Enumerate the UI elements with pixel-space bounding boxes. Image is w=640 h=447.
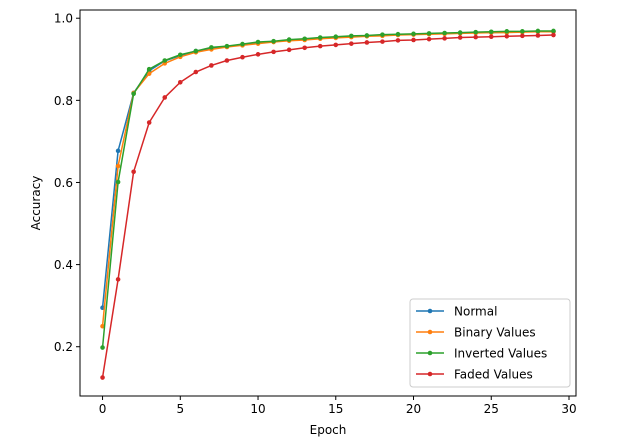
data-point [457,35,463,40]
data-point [131,91,136,97]
data-point [115,179,121,185]
data-point [535,33,541,38]
data-point [349,33,354,39]
data-point [224,58,230,63]
data-point [317,35,323,40]
data-point [271,38,276,44]
data-point [302,45,307,51]
data-point [240,54,245,60]
x-tick-label: 30 [561,402,576,416]
legend-swatch-marker [427,329,433,335]
data-point [146,66,152,72]
x-tick-label: 20 [406,402,421,416]
data-point [504,29,510,34]
legend-box [409,298,571,388]
y-tick-label: 0.8 [54,94,73,108]
data-point [193,69,199,75]
data-point [380,39,385,44]
data-point [100,375,105,380]
data-point [473,34,479,40]
data-point [411,31,416,37]
legend-entry-label: Normal [454,305,497,319]
series-line-3 [101,30,554,348]
data-point [364,33,370,38]
data-point [146,120,152,125]
y-tick-label: 1.0 [54,12,73,26]
legend: Normal Binary Values Inverted Values Faded … [409,298,571,388]
x-tick-label: 25 [484,402,499,416]
data-point [162,58,168,63]
data-point [395,38,401,43]
data-point [551,28,556,34]
data-point [115,163,121,169]
data-point [426,36,432,42]
legend-swatch-marker [427,371,433,377]
data-point [177,79,183,85]
data-point [395,31,401,37]
y-axis: 0.2 0.4 0.6 0.8 1.0 [54,12,80,354]
data-point [520,33,525,39]
data-point [115,277,121,282]
data-point [333,42,339,48]
y-tick-label: 0.6 [54,176,73,190]
data-point [504,33,510,39]
data-point [100,345,105,350]
data-point [255,52,261,57]
x-tick-label: 5 [176,402,184,416]
data-point [209,63,214,68]
data-point [193,48,199,54]
legend-entry-label: Faded Values [454,368,533,382]
series-line-4 [101,34,554,378]
data-point [224,43,230,49]
legend-swatch-marker [427,308,433,314]
data-point [473,29,479,35]
x-tick-label: 0 [99,402,107,416]
series-layer [100,28,556,380]
data-point [364,40,370,45]
data-point [115,148,121,154]
data-point [162,95,168,100]
y-tick-label: 0.2 [54,340,73,354]
y-tick-label: 0.4 [54,258,73,272]
data-point [442,30,447,36]
data-point [488,34,494,39]
data-point [271,49,276,55]
y-axis-label: Accuracy [29,176,43,231]
data-point [380,32,385,37]
data-point [240,41,245,47]
data-point [442,36,447,41]
x-axis: 0 5 10 15 20 25 30 [99,396,577,416]
data-point [488,29,494,35]
data-point [520,29,525,34]
data-point [146,71,152,76]
legend-swatch-marker [427,350,433,356]
data-point [333,34,339,39]
data-point [177,52,183,58]
x-axis-label: Epoch [310,423,347,437]
plot-frame [79,9,577,397]
legend-entry-label: Inverted Values [454,347,547,361]
data-point [457,30,463,35]
data-point [535,28,541,34]
data-point [302,36,307,42]
data-point [317,43,323,49]
data-point [426,31,432,36]
data-point [411,37,416,43]
x-tick-label: 15 [328,402,343,416]
data-point [255,39,261,45]
data-point [286,47,292,53]
data-point [286,37,292,42]
series-line-2 [101,31,554,327]
x-tick-label: 10 [250,402,265,416]
data-point [551,32,556,38]
data-point [131,169,136,175]
legend-entry-label: Binary Values [454,326,536,340]
data-point [349,41,354,46]
data-point [209,45,214,50]
